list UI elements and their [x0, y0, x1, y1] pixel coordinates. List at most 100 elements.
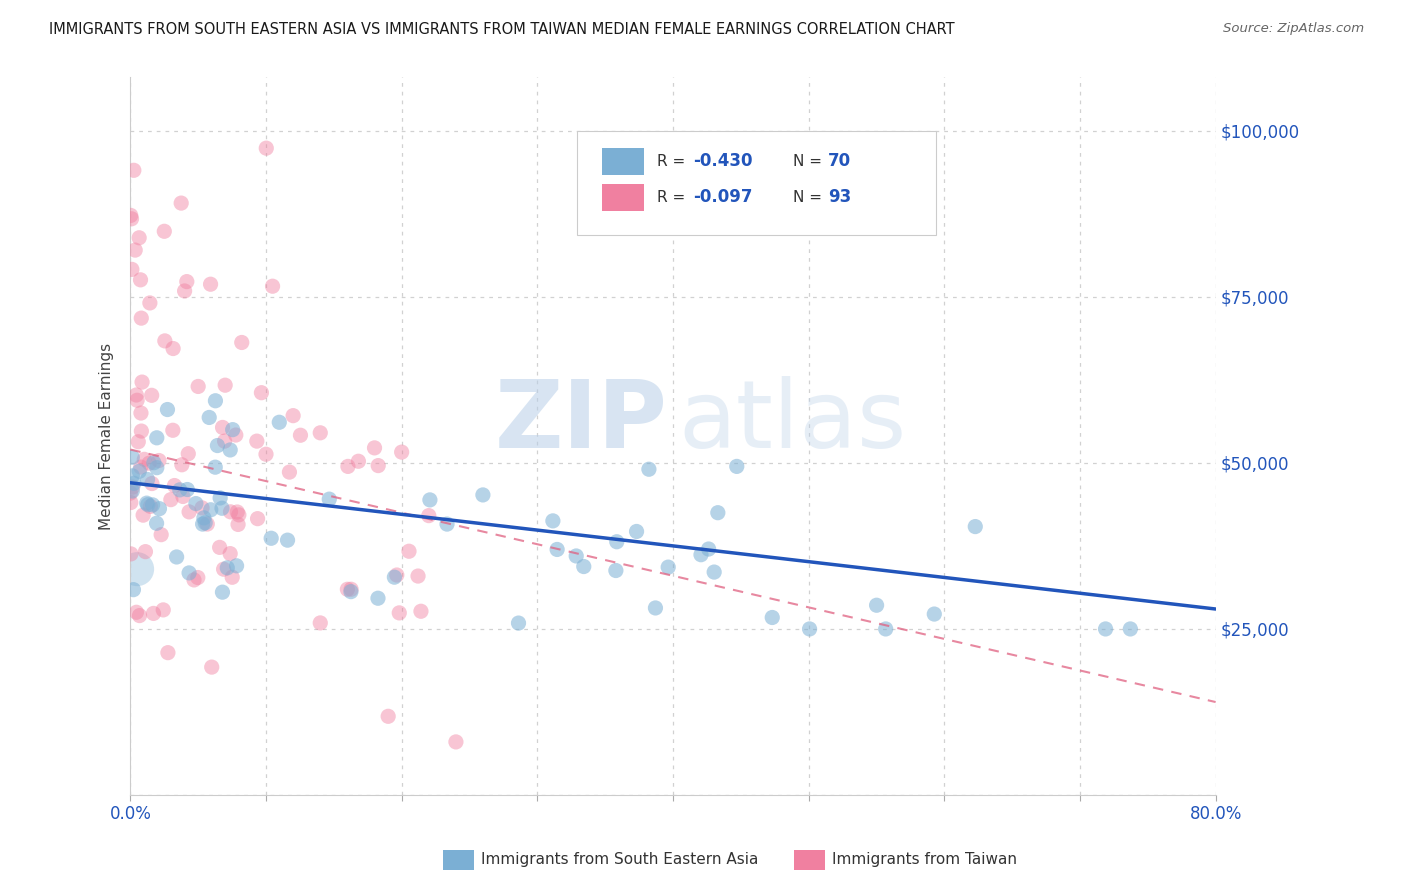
Point — [377, 709, 399, 723]
Point — [177, 505, 200, 519]
Point — [176, 483, 198, 497]
Point — [124, 243, 146, 257]
Point — [231, 335, 253, 350]
Point — [725, 459, 748, 474]
Point — [198, 410, 221, 425]
Point — [135, 496, 157, 510]
Point — [121, 480, 143, 494]
Point — [131, 375, 153, 389]
Point — [125, 388, 148, 402]
Point — [138, 456, 160, 470]
Point — [125, 605, 148, 619]
Point — [173, 284, 195, 298]
Point — [363, 441, 385, 455]
Point — [254, 447, 277, 461]
Point — [228, 508, 250, 522]
Point — [129, 273, 152, 287]
Point — [177, 447, 200, 461]
Point — [214, 434, 236, 449]
Point — [418, 508, 440, 523]
Point — [122, 476, 145, 491]
Point — [217, 561, 239, 575]
Point — [146, 460, 169, 475]
Text: Immigrants from South Eastern Asia: Immigrants from South Eastern Asia — [481, 853, 758, 867]
Point — [419, 492, 441, 507]
Point — [219, 442, 242, 457]
Point — [146, 431, 169, 445]
Point — [508, 616, 530, 631]
Point — [278, 465, 301, 479]
Point — [606, 534, 628, 549]
Point — [269, 415, 291, 429]
Point — [290, 428, 312, 442]
Point — [128, 231, 150, 245]
Point — [166, 549, 188, 564]
Text: ZIP: ZIP — [495, 376, 668, 468]
Point — [398, 544, 420, 558]
Point — [219, 505, 242, 519]
Point — [572, 559, 595, 574]
Point — [141, 476, 163, 491]
Point — [193, 511, 215, 525]
Point — [142, 498, 165, 512]
Text: IMMIGRANTS FROM SOUTH EASTERN ASIA VS IMMIGRANTS FROM TAIWAN MEDIAN FEMALE EARNI: IMMIGRANTS FROM SOUTH EASTERN ASIA VS IM… — [49, 22, 955, 37]
Point — [690, 548, 713, 562]
Point — [385, 568, 408, 582]
Point — [121, 262, 143, 277]
Point — [318, 492, 340, 507]
Point — [150, 527, 173, 541]
Point — [340, 582, 363, 597]
Y-axis label: Median Female Earnings: Median Female Earnings — [100, 343, 114, 530]
Point — [177, 566, 200, 580]
Point — [865, 599, 887, 613]
Point — [226, 517, 249, 532]
Point — [160, 492, 183, 507]
Point — [644, 601, 666, 615]
Point — [170, 458, 193, 472]
Text: atlas: atlas — [679, 376, 907, 468]
Point — [260, 531, 283, 545]
Point — [156, 402, 179, 417]
Point — [127, 562, 149, 576]
Point — [200, 277, 222, 292]
Point — [128, 608, 150, 623]
Point — [444, 735, 467, 749]
Point — [176, 275, 198, 289]
Point — [195, 517, 218, 532]
Point — [129, 311, 152, 326]
Point — [225, 558, 247, 573]
Point — [391, 445, 413, 459]
Point — [204, 393, 226, 408]
Point — [120, 547, 142, 561]
Point — [120, 486, 142, 500]
Point — [761, 610, 783, 624]
Point — [336, 459, 359, 474]
Point — [208, 541, 231, 555]
Point — [191, 500, 214, 515]
Point — [211, 501, 233, 516]
Point — [121, 450, 143, 465]
Point — [384, 570, 406, 584]
Point — [121, 211, 143, 226]
Point — [200, 503, 222, 517]
Point — [132, 508, 155, 523]
Point — [436, 517, 458, 532]
Point — [221, 570, 243, 584]
Point — [145, 516, 167, 531]
Point — [309, 425, 332, 440]
Point — [191, 517, 214, 532]
Text: 93: 93 — [828, 188, 852, 206]
Point — [204, 460, 226, 475]
Point — [120, 208, 142, 222]
Point — [142, 456, 165, 470]
Point — [184, 497, 207, 511]
Point — [638, 462, 661, 476]
Point — [211, 420, 233, 434]
Point — [183, 573, 205, 587]
Text: Source: ZipAtlas.com: Source: ZipAtlas.com — [1223, 22, 1364, 36]
Point — [142, 607, 165, 621]
Point — [187, 570, 209, 584]
Text: R =: R = — [657, 154, 690, 169]
Text: -0.430: -0.430 — [693, 153, 754, 170]
Point — [707, 506, 730, 520]
